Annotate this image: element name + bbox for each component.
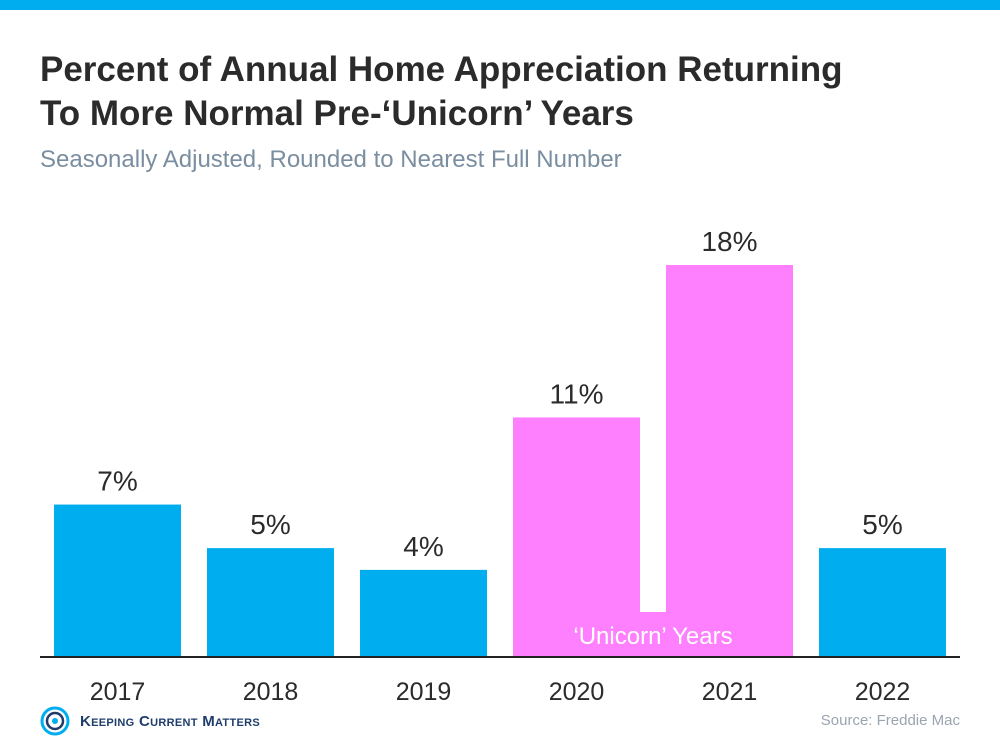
x-tick-label-2020: 2020 bbox=[549, 678, 605, 706]
kcm-swirl-icon bbox=[40, 706, 70, 736]
value-label-2019: 4% bbox=[403, 531, 443, 562]
bar-chart: 7% 2017 5% 2018 4% 2019 11% 2020 18% 2021 5% 2022 ‘U… bbox=[40, 226, 960, 706]
kcm-logo-text: Keeping Current Matters bbox=[80, 712, 260, 730]
bar-2017 bbox=[54, 504, 181, 657]
value-label-2022: 5% bbox=[862, 509, 902, 540]
value-label-2018: 5% bbox=[250, 509, 290, 540]
bar-2019 bbox=[360, 569, 487, 657]
bar-2021 bbox=[666, 265, 793, 657]
chart-title-line-2: To More Normal Pre-‘Unicorn’ Years bbox=[40, 94, 634, 133]
value-label-2017: 7% bbox=[97, 466, 137, 497]
x-tick-label-2018: 2018 bbox=[243, 678, 299, 706]
value-label-2020: 11% bbox=[550, 378, 604, 409]
chart-subtitle: Seasonally Adjusted, Rounded to Nearest … bbox=[40, 146, 622, 173]
bar-2022 bbox=[819, 548, 946, 657]
unicorn-years-label: ‘Unicorn’ Years bbox=[573, 623, 732, 650]
top-accent-bar bbox=[0, 0, 1000, 10]
x-tick-label-2019: 2019 bbox=[396, 678, 452, 706]
chart-title-line-1: Percent of Annual Home Appreciation Retu… bbox=[40, 50, 843, 89]
bar-2020 bbox=[513, 417, 640, 657]
value-label-2021: 18% bbox=[701, 226, 757, 257]
x-tick-label-2022: 2022 bbox=[855, 678, 911, 706]
chart-title: Percent of Annual Home Appreciation Retu… bbox=[40, 48, 970, 136]
source-note: Source: Freddie Mac bbox=[820, 712, 960, 729]
x-tick-label-2017: 2017 bbox=[90, 678, 146, 706]
x-tick-label-2021: 2021 bbox=[702, 678, 758, 706]
unicorn-years-band bbox=[640, 612, 666, 657]
bar-2018 bbox=[207, 548, 334, 657]
kcm-logo: Keeping Current Matters bbox=[40, 706, 260, 736]
